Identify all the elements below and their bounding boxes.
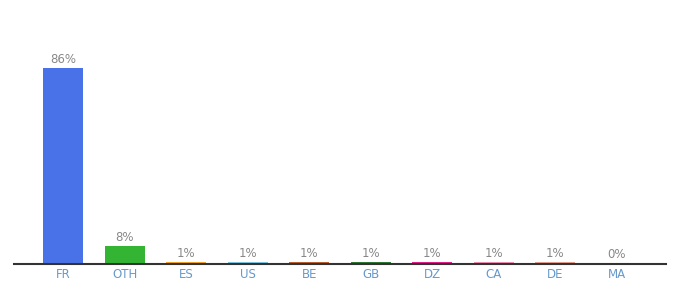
Bar [228,262,268,264]
Text: 8%: 8% [116,231,134,244]
Text: 1%: 1% [484,247,503,260]
Text: 0%: 0% [607,248,626,262]
Bar [351,262,391,264]
Bar [105,246,145,264]
Text: 1%: 1% [423,247,441,260]
Text: 1%: 1% [300,247,318,260]
Bar [535,262,575,264]
Text: 86%: 86% [50,53,76,66]
Bar [289,262,329,264]
Text: 1%: 1% [239,247,257,260]
Bar [474,262,513,264]
Bar [167,262,206,264]
Text: 1%: 1% [362,247,380,260]
Bar [44,68,83,264]
Bar [597,263,636,264]
Text: 1%: 1% [546,247,564,260]
Text: 1%: 1% [177,247,196,260]
Bar [412,262,452,264]
